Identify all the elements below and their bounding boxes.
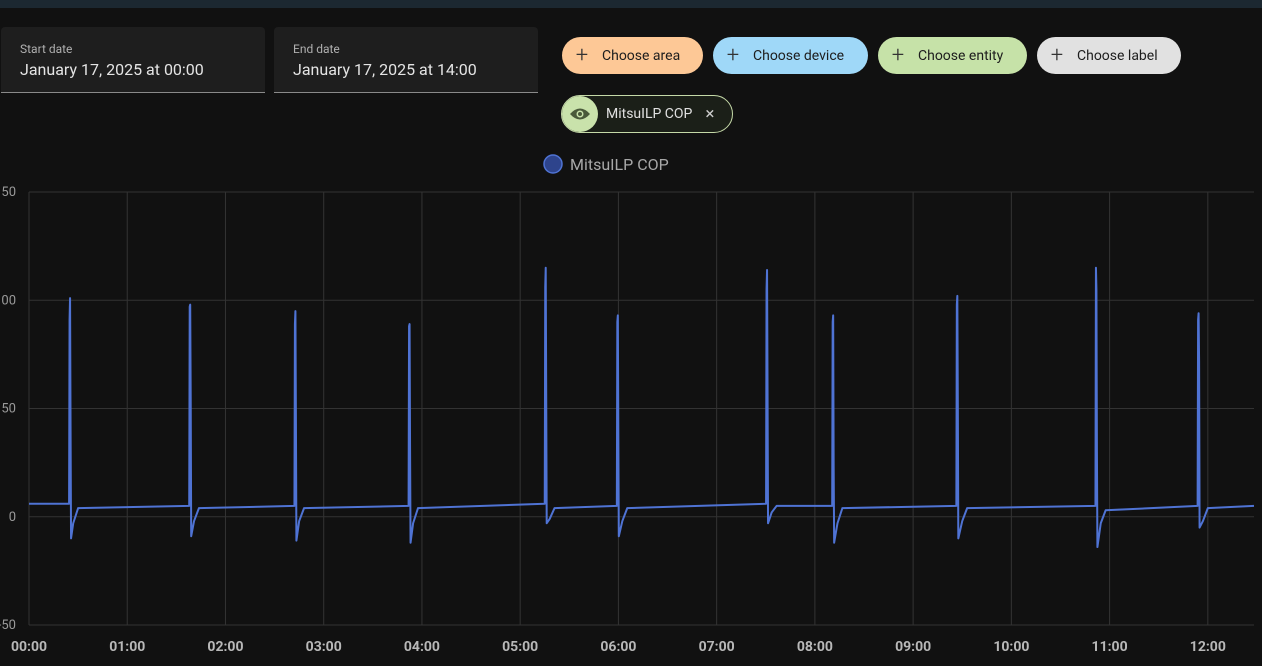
field-value: January 17, 2025 at 14:00 <box>293 60 477 79</box>
x-tick-label: 04:00 <box>404 639 440 655</box>
x-tick-label: 02:00 <box>207 639 243 655</box>
legend-marker <box>543 154 563 174</box>
choose-area-chip[interactable]: + Choose area <box>562 37 703 74</box>
x-tick-label: 00:00 <box>11 639 47 655</box>
end-date-field[interactable]: End date January 17, 2025 at 14:00 <box>274 27 538 93</box>
x-tick-label: 05:00 <box>502 639 538 655</box>
chip-label: Choose device <box>753 47 845 64</box>
chip-label: Choose area <box>602 47 681 64</box>
y-tick-label: 150 <box>0 185 16 200</box>
data-line <box>29 266 1255 549</box>
y-tick-label: 50 <box>1 402 16 417</box>
x-tick-label: 07:00 <box>699 639 735 655</box>
top-bar <box>0 0 1262 8</box>
chip-label: MitsuILP COP <box>606 106 693 122</box>
choose-label-chip[interactable]: + Choose label <box>1037 37 1181 74</box>
field-label: Start date <box>20 42 73 56</box>
chip-label: Choose label <box>1077 47 1158 64</box>
field-value: January 17, 2025 at 00:00 <box>20 60 204 79</box>
y-tick-label: 100 <box>0 293 16 308</box>
start-date-field[interactable]: Start date January 17, 2025 at 00:00 <box>1 27 265 93</box>
choose-entity-chip[interactable]: + Choose entity <box>878 37 1027 74</box>
selected-entity-chip[interactable]: MitsuILP COP × <box>561 95 733 133</box>
y-tick-label: -50 <box>0 618 16 633</box>
field-label: End date <box>293 42 340 56</box>
x-tick-label: 03:00 <box>306 639 342 655</box>
x-tick-label: 01:00 <box>109 639 145 655</box>
x-tick-label: 11:00 <box>1092 639 1128 655</box>
x-tick-label: 06:00 <box>600 639 636 655</box>
x-tick-label: 12:00 <box>1190 639 1226 655</box>
x-tick-label: 09:00 <box>895 639 931 655</box>
visibility-icon[interactable] <box>562 96 598 132</box>
x-tick-label: 08:00 <box>797 639 833 655</box>
legend-label: MitsuILP COP <box>570 155 669 174</box>
remove-icon[interactable]: × <box>705 104 715 124</box>
x-tick-label: 10:00 <box>993 639 1029 655</box>
chip-label: Choose entity <box>918 47 1004 64</box>
y-tick-label: 0 <box>9 510 16 525</box>
choose-device-chip[interactable]: + Choose device <box>713 37 868 74</box>
